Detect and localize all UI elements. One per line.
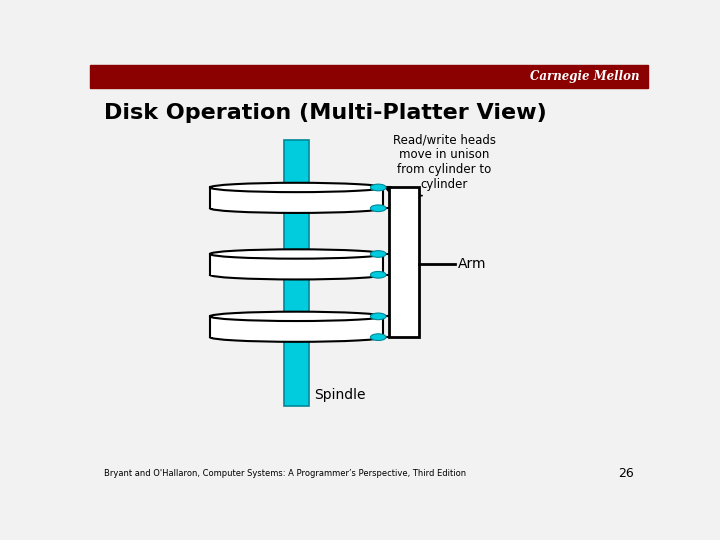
Bar bbox=[284, 140, 309, 187]
Text: Disk Operation (Multi-Platter View): Disk Operation (Multi-Platter View) bbox=[104, 103, 546, 123]
Text: 26: 26 bbox=[618, 467, 634, 480]
Ellipse shape bbox=[210, 249, 383, 259]
Bar bbox=[389, 187, 419, 337]
Bar bbox=[210, 316, 383, 337]
Bar bbox=[284, 275, 309, 316]
Bar bbox=[210, 254, 383, 275]
Bar bbox=[90, 65, 648, 88]
Bar bbox=[284, 337, 309, 406]
Bar bbox=[284, 208, 309, 254]
Ellipse shape bbox=[210, 183, 383, 192]
Ellipse shape bbox=[371, 313, 386, 320]
Ellipse shape bbox=[371, 184, 386, 191]
Bar bbox=[210, 187, 383, 208]
Text: Read/write heads
move in unison
from cylinder to
cylinder: Read/write heads move in unison from cyl… bbox=[393, 133, 496, 191]
Ellipse shape bbox=[371, 334, 386, 341]
Text: Arm: Arm bbox=[459, 258, 487, 272]
Ellipse shape bbox=[371, 272, 386, 278]
Ellipse shape bbox=[210, 333, 383, 342]
Ellipse shape bbox=[371, 205, 386, 212]
Ellipse shape bbox=[210, 204, 383, 213]
Ellipse shape bbox=[210, 270, 383, 280]
Ellipse shape bbox=[210, 312, 383, 321]
Text: Bryant and O'Hallaron, Computer Systems: A Programmer’s Perspective, Third Editi: Bryant and O'Hallaron, Computer Systems:… bbox=[104, 469, 466, 477]
Ellipse shape bbox=[371, 251, 386, 258]
Text: Carnegie Mellon: Carnegie Mellon bbox=[530, 70, 639, 83]
Text: Spindle: Spindle bbox=[315, 388, 366, 402]
